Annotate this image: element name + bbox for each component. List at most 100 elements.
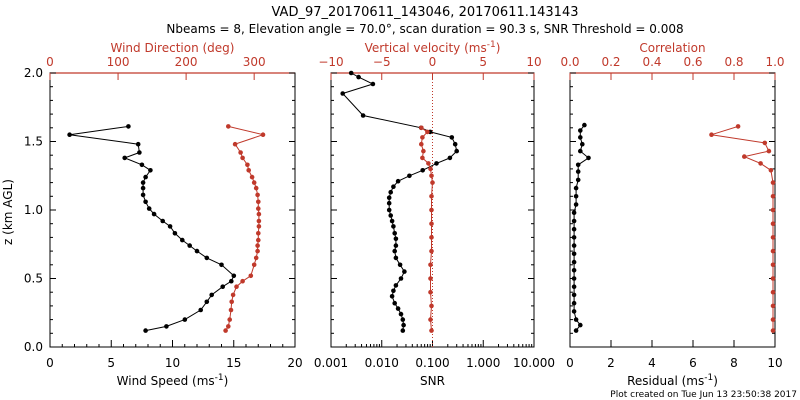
data-point [231,273,237,279]
data-point [770,221,776,226]
data-point [578,128,583,133]
data-point [770,303,776,309]
bottom-axis-label: Wind Speed (ms-1) [117,373,229,388]
panel-left: 0 5 10 15 20 Wind Speed (ms-1) 0 100 200 300 Wind … [46,41,302,388]
data-point [571,251,577,257]
data-point [428,276,433,281]
data-point [340,91,346,96]
data-point [428,317,433,322]
data-point [573,185,579,191]
data-point [766,148,772,154]
data-point [420,135,425,140]
data-point [758,161,763,166]
data-point [393,283,399,288]
data-point [143,328,148,333]
data-point [395,306,401,311]
panel-right: 0 2 4 6 8 10 Residual (ms-1) 0.0 0.2 0.4 0.6 0.8 1.0… [560,41,784,388]
data-point [220,284,225,290]
data-point [391,288,396,294]
data-point [182,317,188,322]
top-tick-label: 0 [46,55,54,69]
data-point [571,284,577,290]
data-point [180,237,185,243]
data-point [454,148,460,154]
data-point [238,150,243,155]
y-tick-label: 1.5 [24,135,43,149]
data-point [449,135,455,140]
x-tick-label: 8 [730,356,738,370]
data-point [419,125,424,131]
plot-created-note: Plot created on Tue Jun 13 23:50:38 2017 [610,390,797,400]
data-point [393,255,399,261]
data-point [187,243,192,248]
data-point [429,173,434,179]
data-point [768,168,774,173]
x-tick-label: 15 [226,356,241,370]
data-point [429,328,434,333]
data-point [770,235,776,240]
data-point [429,303,434,309]
x-tick-label: 20 [287,356,302,370]
data-point [434,161,439,166]
data-point [255,231,261,236]
data-point [571,268,577,273]
data-point [204,255,210,261]
data-point [400,328,406,333]
data-point [735,124,741,129]
y-tick-label: 2.0 [24,66,43,80]
data-point [226,324,231,329]
data-point [402,269,407,274]
x-tick-label: 0.001 [314,356,348,370]
x-tick-label: 2 [607,356,615,370]
data-point [398,276,404,281]
data-point [198,307,203,313]
data-point [126,124,131,129]
data-point [392,231,398,236]
data-point [255,248,260,254]
data-point [393,243,399,248]
y-tick-label: 1.0 [24,203,43,217]
data-point [139,162,145,168]
data-point [348,70,354,76]
data-point [447,155,453,161]
data-point [578,135,583,140]
data-point [143,174,148,180]
data-point [234,284,239,290]
data-point [429,207,434,213]
data-point [428,166,433,172]
data-point [249,174,255,180]
x-tick-label: 0.010 [365,356,399,370]
data-point [172,231,178,236]
data-point [420,168,426,173]
data-point [762,140,768,146]
data-point [770,262,776,268]
bottom-axis-label: SNR [420,374,445,388]
data-point [428,262,433,268]
data-point [571,218,577,224]
top-axis-label: Correlation [639,41,705,55]
data-point [255,237,261,243]
data-point [586,155,591,161]
data-point [255,206,261,211]
data-point [770,248,776,254]
data-point [582,122,587,128]
data-point [386,195,392,200]
data-point [578,148,583,154]
data-point [709,132,714,137]
data-point [388,189,394,195]
data-point [164,324,169,329]
x-tick-label: 6 [689,356,697,370]
data-point [389,218,395,224]
data-point [229,299,234,305]
series-line-bottom [573,124,590,331]
data-point [256,224,262,229]
data-point [135,141,141,147]
data-point [425,129,430,135]
data-point [160,218,165,224]
data-point [770,317,776,322]
data-point [167,224,173,229]
data-point [386,200,392,206]
data-point [228,307,234,313]
data-point [370,81,376,87]
data-point [248,273,254,279]
